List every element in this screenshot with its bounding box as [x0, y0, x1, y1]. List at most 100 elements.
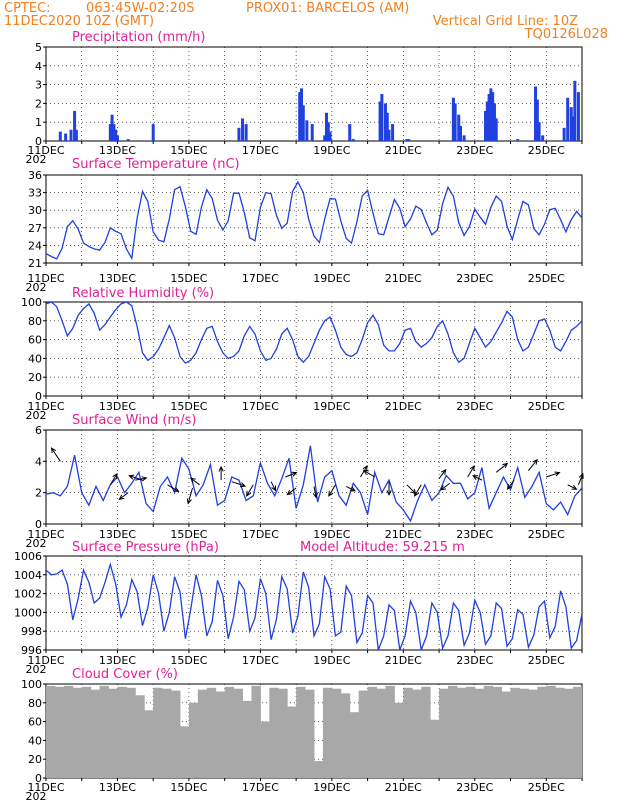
cloud-bar: [46, 685, 56, 778]
cloud-bar: [349, 712, 360, 778]
y-tick-label: 100: [21, 678, 42, 691]
precip-bar: [492, 103, 496, 141]
panel-frame-precip: [45, 46, 583, 142]
wind-arrow: [362, 469, 376, 478]
cloud-bar: [269, 687, 279, 778]
series-line-temp: [46, 180, 582, 261]
wind-arrow-head: [173, 486, 180, 493]
cloud-bar: [519, 688, 529, 778]
series-line-wind: [46, 445, 582, 523]
y-tick-label: 21: [28, 257, 42, 270]
y-tick-label: 0: [35, 135, 42, 148]
cloud-bar: [528, 689, 538, 778]
x-tick-label: 17DEC: [242, 400, 279, 413]
wind-arrow: [567, 484, 578, 490]
cloud-bar: [117, 686, 127, 778]
wind-arrow-shaft: [440, 482, 451, 491]
y-tick-label: 996: [21, 644, 42, 657]
series-line-pres: [46, 562, 582, 650]
panel-pres: 996 998 1000 1002 1004 1006 11DEC 13DEC 15DEC 17D…: [14, 540, 583, 676]
cloud-bar: [322, 687, 333, 778]
x-tick-label: 15DEC: [170, 654, 207, 667]
y-tick-label: 40: [28, 734, 42, 747]
wind-arrow-head: [571, 484, 578, 490]
wind-arrow: [467, 465, 475, 478]
y-tick-label: 36: [28, 169, 42, 182]
wind-arrow-shaft: [467, 465, 475, 478]
x-tick-label: 15DEC: [170, 528, 207, 541]
wind-arrow-head: [271, 485, 277, 492]
precip-bar: [326, 122, 330, 141]
series-group-precip: [58, 80, 580, 141]
wind-arrow-head: [472, 475, 479, 480]
x-tick-label: 23DEC: [456, 272, 493, 285]
x-tick-label: 19DEC: [313, 654, 350, 667]
header-station: PROX01: BARCELOS (AM): [246, 1, 409, 16]
cloud-bar: [421, 686, 431, 778]
y-tick-label: 33: [28, 187, 42, 200]
precip-bar: [351, 139, 355, 141]
wind-arrow: [186, 487, 193, 505]
x-tick-label: 19DEC: [313, 272, 350, 285]
wind-arrow-head: [50, 447, 57, 454]
y-tick-label: 1006: [14, 550, 42, 563]
x-year-fragment: 202: [26, 663, 47, 676]
x-tick-label: 15DEC: [170, 781, 207, 794]
wind-arrow: [231, 481, 247, 488]
y-tick-label: 27: [28, 222, 42, 235]
wind-arrow-shaft: [345, 485, 356, 492]
y-tick-label: 0: [35, 772, 42, 785]
wind-arrow: [118, 492, 129, 500]
header-cptec-label: CPTEC:: [4, 1, 51, 16]
wind-arrow: [360, 465, 368, 478]
cloud-bar: [180, 726, 190, 778]
cloud-bar: [206, 687, 217, 778]
header-vertical-grid-note: Vertical Grid Line: 10Z: [433, 14, 578, 29]
x-tick-label: 21DEC: [385, 528, 422, 541]
x-tick-label: 17DEC: [242, 528, 279, 541]
wind-arrow-shaft: [313, 486, 317, 498]
x-year-fragment: 202: [26, 537, 47, 550]
cloud-bar: [573, 686, 582, 778]
wind-arrow-head: [440, 485, 446, 491]
wind-arrow: [414, 484, 422, 497]
x-tick-label: 13DEC: [99, 272, 136, 285]
wind-arrow: [495, 462, 509, 473]
cloud-bar: [385, 685, 395, 778]
x-tick-label: 19DEC: [313, 528, 350, 541]
cloud-bar: [224, 686, 235, 778]
x-tick-label: 13DEC: [99, 654, 136, 667]
wind-arrow-shaft: [287, 487, 297, 495]
x-tick-label: 25DEC: [528, 144, 565, 157]
cloud-bar: [340, 693, 351, 778]
cloud-bar: [63, 685, 74, 778]
x-tick-label: 11DEC: [27, 654, 64, 667]
x-year-fragment: 202: [26, 281, 47, 294]
wind-arrow-head: [189, 477, 196, 483]
cloud-bar: [90, 689, 101, 778]
wind-arrow-shaft: [567, 484, 577, 490]
precip-bar: [380, 94, 384, 141]
cloud-bar: [153, 687, 163, 778]
wind-arrow-shaft: [285, 472, 297, 478]
series-group-pres: [46, 562, 582, 650]
cloud-bar: [81, 686, 92, 778]
panel-title-cloud: Cloud Cover (%): [72, 667, 178, 682]
wind-arrow: [312, 486, 318, 499]
cloud-bar: [260, 721, 270, 778]
precip-bar: [383, 103, 387, 141]
wind-arrow-shaft: [135, 477, 147, 481]
wind-arrow: [218, 465, 224, 481]
panel-temp: 21 24 27 30 33 36 11DEC 13DEC 15DEC 17DEC 19DEC 21D…: [26, 157, 583, 294]
cloud-bar: [54, 686, 65, 778]
y-tick-label: 100: [21, 296, 42, 309]
precip-bar: [301, 105, 305, 141]
wind-arrow-head: [578, 472, 584, 479]
precip-bar: [325, 112, 329, 141]
wind-arrow: [386, 481, 392, 497]
precip-bar: [299, 88, 303, 141]
x-year-fragment: 202: [26, 790, 47, 800]
wind-arrow-shaft: [190, 477, 200, 486]
wind-arrow-shaft: [472, 475, 483, 481]
x-tick-label: 25DEC: [528, 654, 565, 667]
